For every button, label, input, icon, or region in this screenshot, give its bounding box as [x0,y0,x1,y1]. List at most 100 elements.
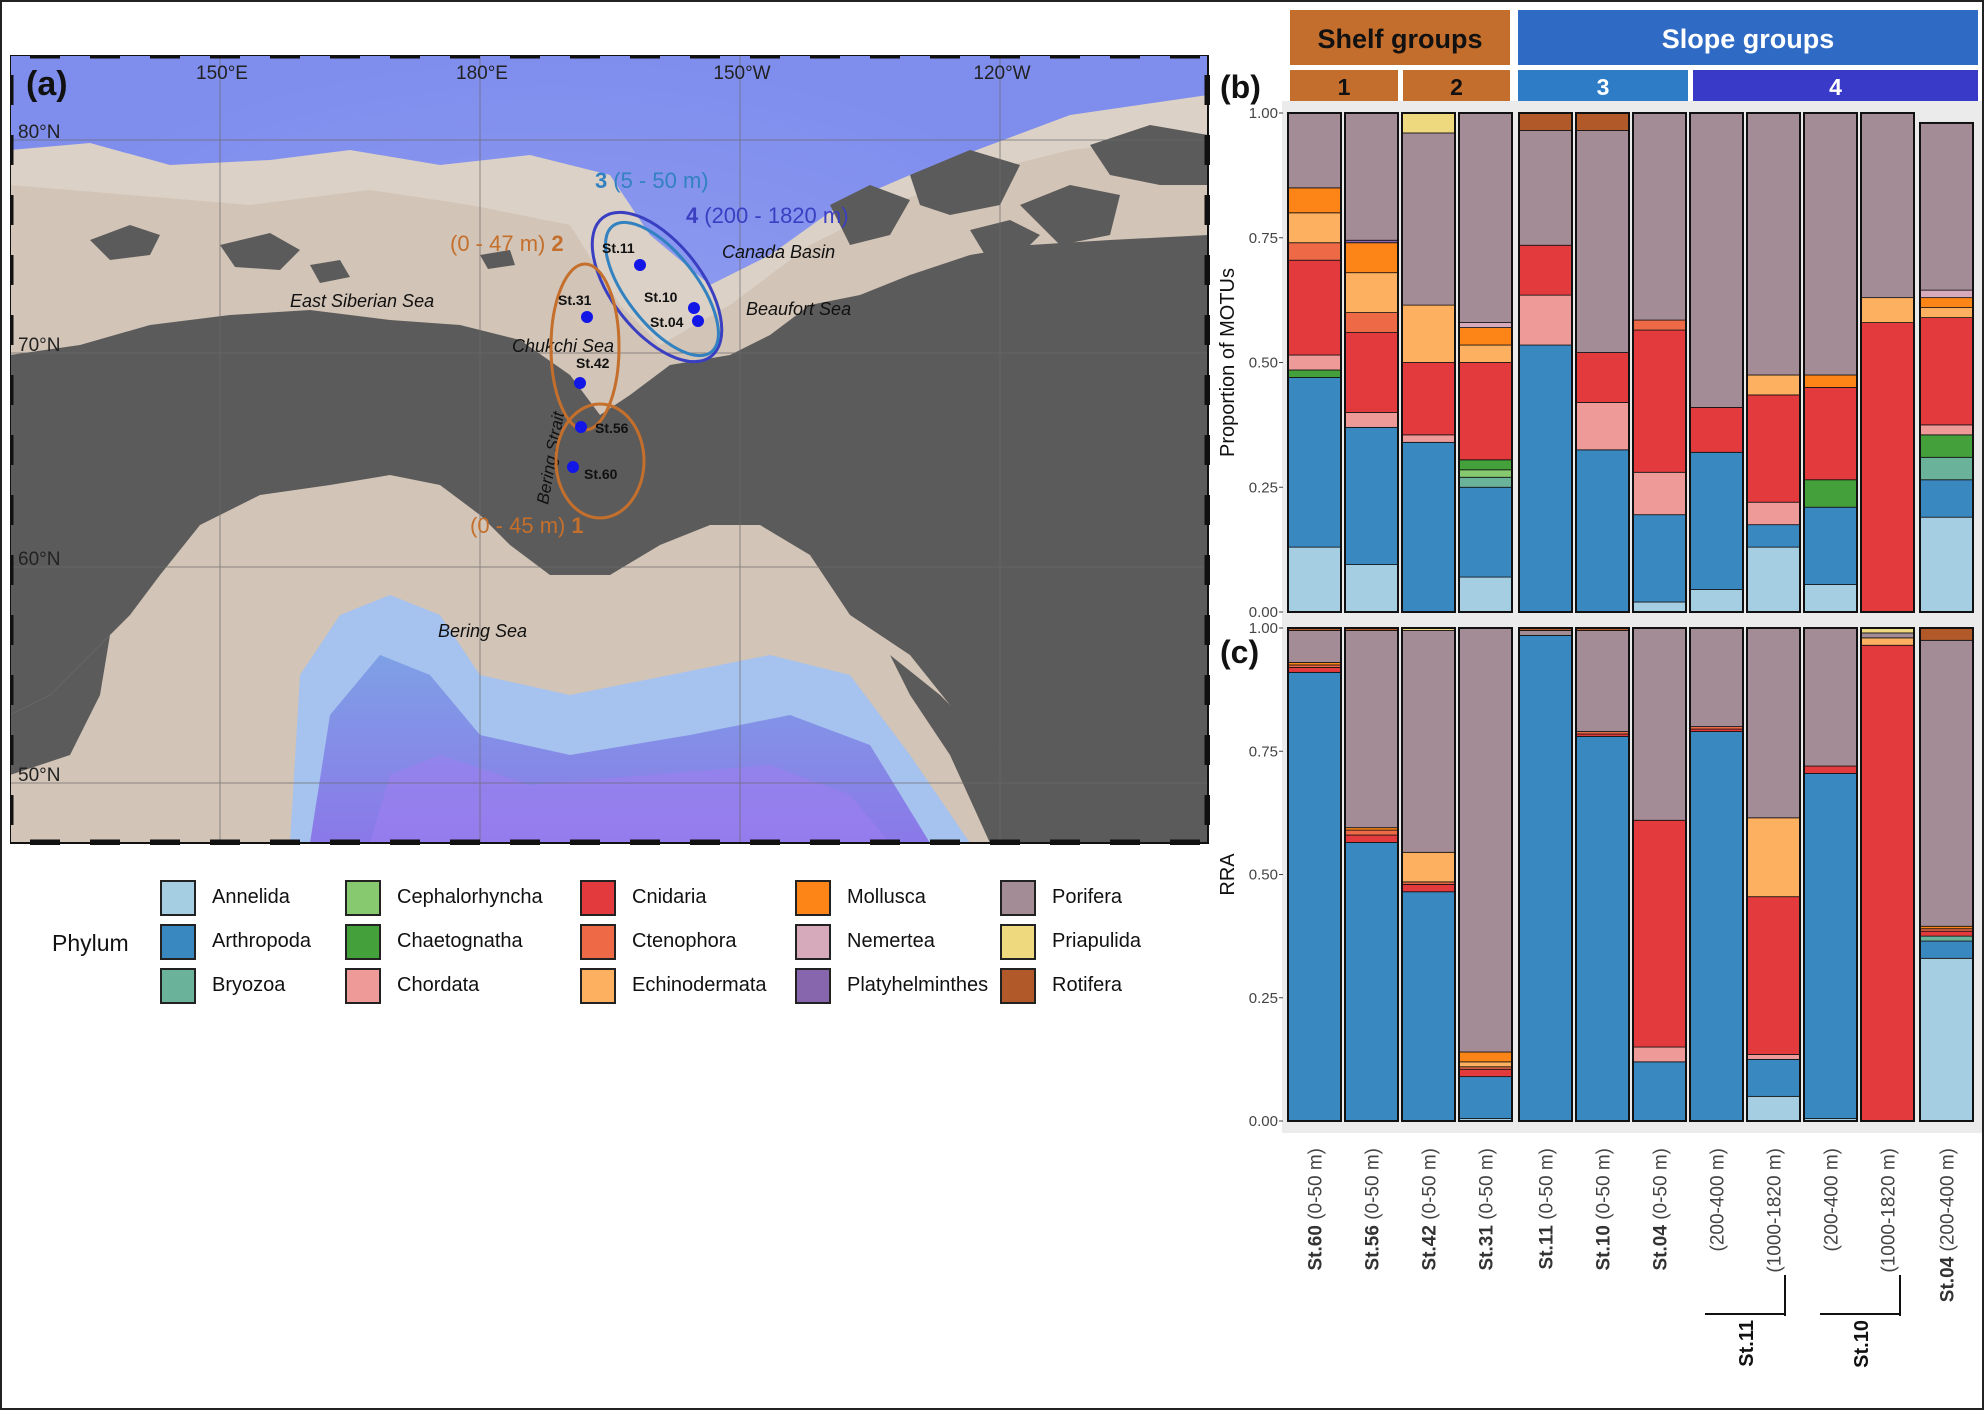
legend-swatch [1000,924,1036,960]
bar-segment [1401,434,1456,443]
bar-outline [1632,627,1687,1122]
bar-segment [1689,407,1744,453]
bar-segment [1458,1061,1513,1068]
sea-label: Canada Basin [722,242,835,262]
bar-segment [1518,130,1573,246]
bar-segment [1746,524,1801,548]
lat-label: 70°N [18,335,60,356]
legend-label: Mollusca [847,886,926,908]
shelf-groups-label: Shelf groups [1317,24,1482,54]
station-dot [688,302,700,314]
bar-segment [1860,632,1915,639]
legend-swatch [345,924,381,960]
bar-segment [1632,1061,1687,1122]
bar-segment [1575,736,1630,1122]
bar-segment [1458,322,1513,328]
x-tick-label: St.04 (200-400 m) [1938,1148,1959,1302]
legend-swatch [160,968,196,1004]
bar-segment [1860,297,1915,323]
legend-label: Echinodermata [632,974,767,996]
bar-segment [1632,514,1687,603]
station-dot [575,421,587,433]
bar-segment [1919,940,1974,959]
bar-segment [1919,122,1974,291]
bar-outline [1401,627,1456,1122]
x-tick-label: (1000-1820 m) [1879,1148,1900,1273]
lon-label: 180°E [456,63,508,84]
bar-outline [1919,627,1974,1122]
legend-swatch [795,968,831,1004]
bar-segment [1632,112,1687,321]
bar-outline [1575,627,1630,1122]
bar-segment [1689,451,1744,590]
bar-segment [1344,630,1399,829]
bar-segment [1287,112,1342,189]
bar-segment [1344,272,1399,313]
bar-segment [1746,546,1801,613]
bar-segment [1344,112,1399,241]
lon-label: 150°W [713,63,770,84]
group-1-label: (0 - 45 m) 1 [470,513,584,538]
bar-segment [1632,819,1687,1048]
bar-segment [1803,374,1858,388]
y-tick-label: 1.00 [1249,620,1278,637]
bar-segment [1919,516,1974,613]
bar-segment [1746,1058,1801,1097]
bar-segment [1689,589,1744,613]
legend-label: Porifera [1052,886,1123,908]
group-number-label: 2 [1450,74,1463,100]
sea-label: East Siberian Sea [290,291,434,311]
bar-segment [1746,394,1801,503]
bar-segment [1458,1068,1513,1078]
legend-swatch [345,880,381,916]
group-3-label: 3 (5 - 50 m) [595,168,709,193]
bar-segment [1803,584,1858,613]
bar-segment [1518,112,1573,131]
station-label: St.11 [602,240,635,256]
bar-segment [1344,411,1399,428]
group-number-label: 3 [1597,74,1610,100]
x-tick-label: St.31 (0-50 m) [1477,1148,1498,1271]
bar-outline [1746,627,1801,1122]
bar-segment [1746,627,1801,819]
y-axis-label: Proportion of MOTUs [1217,268,1239,457]
bar-outline [1344,112,1399,613]
y-tick-label: 0.50 [1249,867,1278,884]
bar-segment [1632,1046,1687,1063]
bar-segment [1344,332,1399,413]
legend-label: Chaetognatha [397,930,523,952]
bracket-label: St.11 [1736,1320,1758,1367]
legend-title: Phylum [52,930,129,956]
panel-label-a: (a) [26,65,68,103]
bar-segment [1689,627,1744,727]
legend-swatch [580,924,616,960]
group-4-ellipse [590,210,724,364]
bar-segment [1287,187,1342,214]
bar-segment [1401,630,1456,853]
y-axis-label: RRA [1217,853,1239,896]
bar-segment [1287,671,1342,1122]
y-tick-label: 0.50 [1249,355,1278,372]
group-number-label: 1 [1338,74,1351,100]
bar-segment [1919,935,1974,942]
bar-segment [1458,576,1513,613]
panel-label: (b) [1220,69,1261,105]
bar-segment [1287,546,1342,613]
group-number-header [1403,70,1510,102]
bar-segment [1458,476,1513,488]
sea-label: Bering Sea [438,621,527,641]
legend-label: Bryozoa [212,974,286,996]
bar-segment [1458,344,1513,363]
bar-outline [1689,627,1744,1122]
bar-segment [1458,469,1513,478]
bar-segment [1401,132,1456,306]
legend-swatch [1000,880,1036,916]
bar-segment [1344,242,1399,274]
station-label: St.42 [576,355,610,371]
bar-segment [1401,883,1456,893]
bar-segment [1919,434,1974,458]
station-dot [634,259,646,271]
bar-segment [1401,891,1456,1122]
bar-segment [1919,957,1974,1122]
bar-segment [1860,322,1915,613]
